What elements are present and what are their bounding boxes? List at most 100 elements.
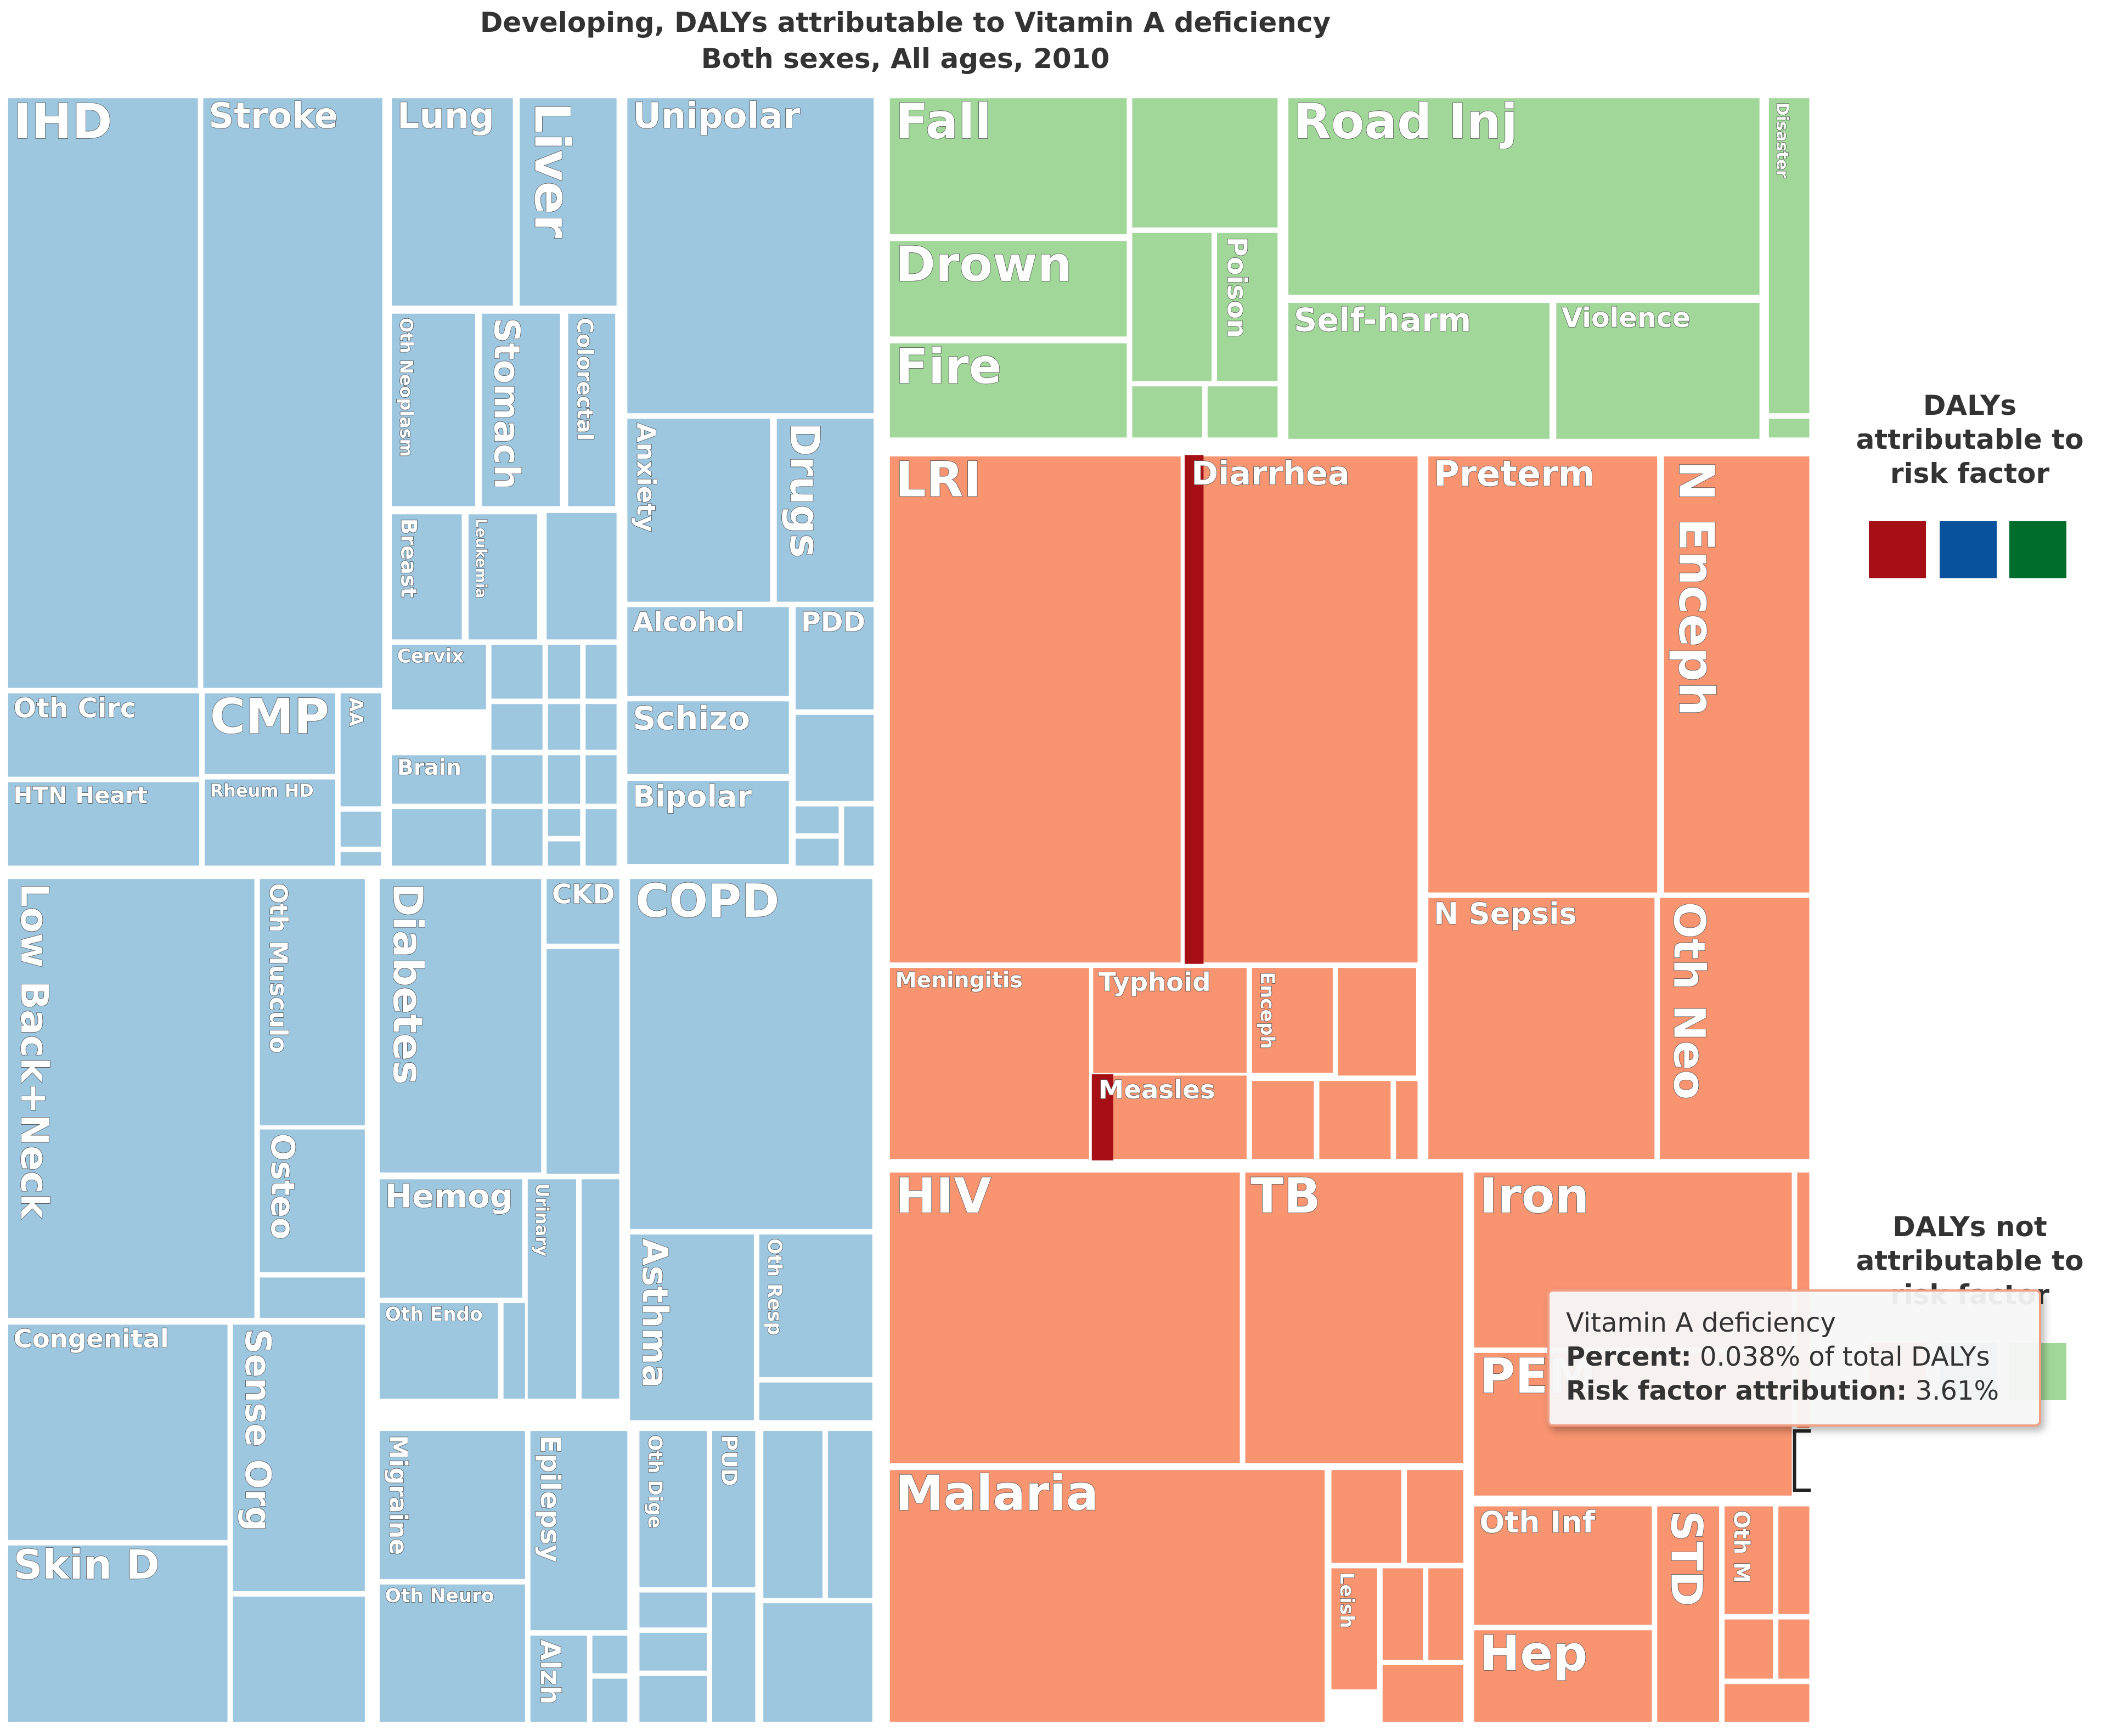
treemap-cell-disaster[interactable] bbox=[1766, 95, 1811, 416]
treemap-cell-hemog[interactable] bbox=[376, 1176, 525, 1301]
treemap-cell-typhoid[interactable] bbox=[1090, 965, 1249, 1076]
treemap-cell-liver[interactable] bbox=[517, 95, 619, 308]
treemap-cell-ckd[interactable] bbox=[544, 876, 622, 946]
treemap-cell-minor[interactable] bbox=[636, 1630, 710, 1673]
treemap-cell-minor[interactable] bbox=[760, 1600, 875, 1724]
treemap-cell-minor[interactable] bbox=[1316, 1078, 1394, 1162]
treemap-cell-pud[interactable] bbox=[709, 1428, 758, 1590]
treemap-cell-fall[interactable] bbox=[887, 95, 1130, 237]
treemap-cell-urinary[interactable] bbox=[525, 1176, 579, 1402]
treemap-cell-minor[interactable] bbox=[545, 838, 583, 869]
treemap-cell-asthma[interactable] bbox=[627, 1231, 757, 1423]
treemap-cell-stroke[interactable] bbox=[200, 95, 385, 691]
treemap-cell-minor[interactable] bbox=[583, 701, 619, 753]
treemap-cell-hiv[interactable] bbox=[887, 1170, 1243, 1466]
treemap-cell-osteo[interactable] bbox=[257, 1126, 368, 1275]
treemap-cell-aa[interactable] bbox=[337, 690, 384, 809]
treemap-cell-minor[interactable] bbox=[583, 642, 619, 702]
treemap-cell-htn-heart[interactable] bbox=[5, 779, 202, 869]
treemap-cell-minor[interactable] bbox=[589, 1676, 630, 1724]
treemap-cell-minor[interactable] bbox=[1721, 1681, 1811, 1724]
treemap-cell-minor[interactable] bbox=[1129, 384, 1205, 441]
treemap-cell-minor[interactable] bbox=[1426, 1565, 1466, 1663]
treemap-cell-minor[interactable] bbox=[825, 1428, 875, 1601]
treemap-cell-minor[interactable] bbox=[488, 806, 545, 869]
treemap-cell-minor[interactable] bbox=[583, 806, 619, 869]
attributable-measles[interactable] bbox=[1091, 1074, 1114, 1160]
treemap-cell-minor[interactable] bbox=[1328, 1467, 1405, 1566]
treemap-cell-malaria[interactable] bbox=[887, 1467, 1328, 1724]
treemap-cell-oth-endo[interactable] bbox=[376, 1300, 501, 1402]
attributable-diarrhea[interactable] bbox=[1185, 455, 1204, 964]
treemap-cell-meningitis[interactable] bbox=[887, 965, 1092, 1162]
treemap-cell-leish[interactable] bbox=[1328, 1565, 1380, 1693]
treemap-cell-oth-dige[interactable] bbox=[636, 1428, 710, 1590]
treemap-cell-migraine[interactable] bbox=[376, 1428, 528, 1582]
treemap-cell-drown[interactable] bbox=[887, 238, 1130, 340]
treemap-cell-minor[interactable] bbox=[1776, 1616, 1811, 1682]
treemap-cell-cmp[interactable] bbox=[201, 690, 338, 777]
treemap-cell-oth-neuro[interactable] bbox=[376, 1581, 528, 1724]
treemap-cell-minor[interactable] bbox=[544, 510, 619, 642]
treemap-cell-minor[interactable] bbox=[1379, 1662, 1466, 1724]
treemap-cell-poison[interactable] bbox=[1214, 230, 1281, 384]
treemap-cell-ihd[interactable] bbox=[5, 95, 201, 691]
treemap-cell-minor[interactable] bbox=[589, 1633, 630, 1676]
treemap-cell-hep[interactable] bbox=[1471, 1627, 1655, 1724]
treemap-cell-measles[interactable] bbox=[1090, 1073, 1249, 1162]
treemap-cell-minor[interactable] bbox=[1249, 1078, 1317, 1162]
treemap-cell-minor[interactable] bbox=[578, 1176, 622, 1402]
treemap-cell-self-harm[interactable] bbox=[1286, 300, 1552, 442]
treemap-cell-minor[interactable] bbox=[545, 701, 583, 753]
treemap-cell-anxiety[interactable] bbox=[624, 416, 773, 605]
treemap-cell-pdd[interactable] bbox=[793, 604, 877, 712]
treemap-cell-oth-musculo[interactable] bbox=[257, 876, 368, 1129]
treemap-cell-oth-neo[interactable] bbox=[1657, 895, 1811, 1162]
treemap-cell-oth-resp[interactable] bbox=[756, 1231, 875, 1380]
treemap-cell-minor[interactable] bbox=[841, 803, 877, 869]
treemap-cell-minor[interactable] bbox=[1721, 1616, 1776, 1682]
treemap-cell-lri[interactable] bbox=[887, 453, 1184, 966]
treemap-cell-minor[interactable] bbox=[545, 752, 583, 807]
treemap-cell-minor[interactable] bbox=[756, 1379, 875, 1423]
treemap-cell-drugs[interactable] bbox=[774, 416, 877, 605]
treemap-cell-n-enceph[interactable] bbox=[1661, 453, 1811, 895]
treemap-cell-minor[interactable] bbox=[1129, 230, 1215, 384]
treemap-cell-colorectal[interactable] bbox=[565, 311, 618, 509]
treemap-cell-rheum-hd[interactable] bbox=[201, 776, 338, 869]
treemap-cell-minor[interactable] bbox=[709, 1590, 758, 1724]
treemap-cell-leukemia[interactable] bbox=[465, 511, 540, 642]
treemap-cell-copd[interactable] bbox=[627, 876, 875, 1232]
treemap-cell-brain[interactable] bbox=[389, 752, 489, 807]
treemap-cell-oth-inf[interactable] bbox=[1471, 1503, 1655, 1628]
treemap-cell-minor[interactable] bbox=[1393, 1078, 1421, 1162]
treemap-cell-unipolar[interactable] bbox=[624, 95, 877, 416]
treemap-cell-enceph[interactable] bbox=[1249, 965, 1336, 1076]
treemap-cell-minor[interactable] bbox=[337, 849, 384, 869]
treemap-cell-alzh[interactable] bbox=[527, 1633, 590, 1724]
treemap-cell-minor[interactable] bbox=[337, 809, 384, 850]
treemap-cell-minor[interactable] bbox=[1776, 1503, 1811, 1617]
treemap-cell-oth-circ[interactable] bbox=[5, 690, 202, 780]
treemap-cell-minor[interactable] bbox=[760, 1428, 826, 1601]
treemap-cell-minor[interactable] bbox=[636, 1590, 710, 1631]
treemap-cell-n-sepsis[interactable] bbox=[1426, 895, 1658, 1162]
treemap-cell-minor[interactable] bbox=[1766, 416, 1811, 441]
treemap-cell-minor[interactable] bbox=[793, 836, 842, 869]
treemap-cell-minor[interactable] bbox=[1379, 1565, 1426, 1663]
treemap-cell-minor[interactable] bbox=[1404, 1467, 1466, 1566]
treemap-cell-minor[interactable] bbox=[636, 1673, 710, 1724]
treemap-cell-minor[interactable] bbox=[230, 1593, 368, 1724]
treemap-cell-minor[interactable] bbox=[545, 806, 583, 839]
treemap-cell-minor[interactable] bbox=[1204, 384, 1281, 441]
hovered-cell-outline[interactable] bbox=[1793, 1429, 1811, 1492]
treemap-cell-minor[interactable] bbox=[257, 1275, 368, 1321]
treemap-cell-diarrhea[interactable] bbox=[1183, 453, 1421, 966]
treemap-cell-violence[interactable] bbox=[1553, 300, 1762, 442]
treemap-cell-minor[interactable] bbox=[488, 752, 545, 807]
treemap-cell-schizo[interactable] bbox=[624, 698, 792, 777]
treemap-cell-low-back-neck[interactable] bbox=[5, 876, 257, 1321]
treemap-cell-minor[interactable] bbox=[544, 946, 622, 1177]
treemap-cell-minor[interactable] bbox=[488, 642, 545, 702]
treemap-cell-minor[interactable] bbox=[1129, 95, 1281, 230]
